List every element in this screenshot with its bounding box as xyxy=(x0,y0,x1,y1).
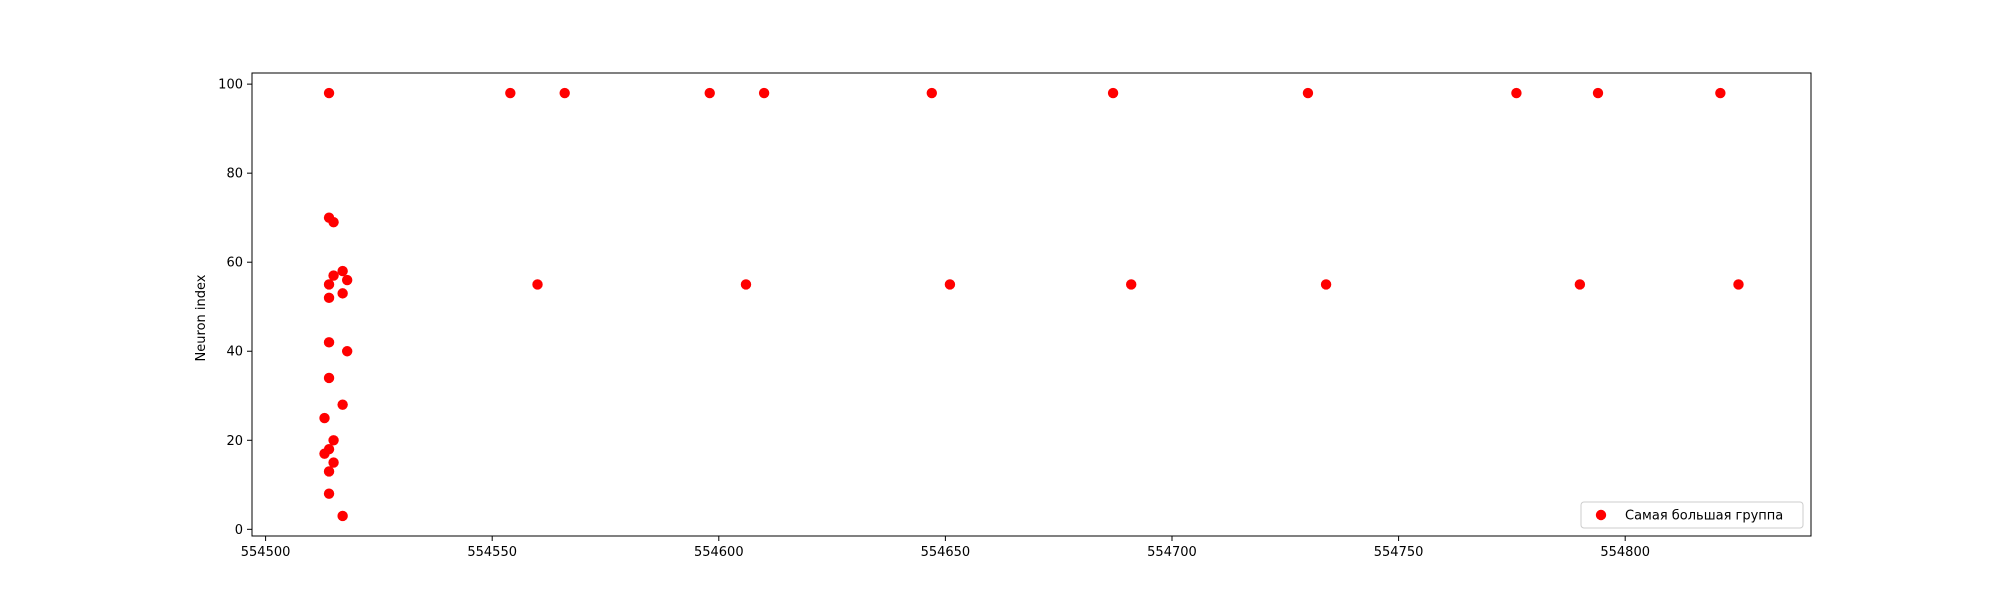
data-point xyxy=(323,466,335,477)
x-tick-label: 554500 xyxy=(241,545,291,560)
data-point xyxy=(328,435,339,446)
data-point xyxy=(1574,279,1586,290)
data-point xyxy=(532,279,543,290)
data-point xyxy=(1511,87,1522,99)
data-point xyxy=(559,87,570,99)
y-axis-label: Neuron index xyxy=(194,274,209,361)
y-tick-label: 80 xyxy=(226,167,243,182)
x-tick-label: 554750 xyxy=(1374,545,1424,560)
y-tick-label: 60 xyxy=(226,256,243,271)
y-tick-label: 20 xyxy=(226,434,243,449)
x-tick-label: 554700 xyxy=(1147,545,1197,560)
data-point xyxy=(341,346,353,357)
x-tick-label: 554550 xyxy=(467,545,517,560)
legend-label: Самая большая группа xyxy=(1625,509,1783,524)
legend: Самая большая группа xyxy=(1580,501,1804,529)
data-point xyxy=(337,265,348,277)
data-point xyxy=(758,87,770,99)
data-point xyxy=(926,87,937,99)
data-point xyxy=(1320,279,1332,290)
data-point xyxy=(1592,87,1604,99)
data-point xyxy=(337,399,348,410)
data-point xyxy=(319,412,330,424)
data-point xyxy=(704,87,715,99)
data-point xyxy=(328,270,339,281)
data-points xyxy=(319,87,1744,522)
data-point xyxy=(1733,279,1744,290)
axes: 554500 554550 554600 554650 554700 554750 5548… xyxy=(218,72,1812,560)
legend-box xyxy=(1580,501,1804,529)
data-point xyxy=(323,292,335,304)
y-tick-label: 40 xyxy=(226,345,243,360)
data-point xyxy=(1302,87,1314,99)
data-point xyxy=(1126,279,1137,290)
data-point xyxy=(337,510,348,522)
data-point xyxy=(323,337,335,348)
data-point xyxy=(323,87,335,99)
plot-background xyxy=(252,73,1811,536)
y-tick-label: 100 xyxy=(218,78,243,93)
x-tick-label: 554650 xyxy=(921,545,971,560)
data-point xyxy=(341,274,353,286)
data-point xyxy=(323,279,335,290)
legend-marker xyxy=(1595,509,1607,521)
data-point xyxy=(740,279,752,290)
data-point xyxy=(328,457,339,468)
x-tick-label: 554800 xyxy=(1600,545,1650,560)
data-point xyxy=(323,488,335,499)
data-point xyxy=(1715,87,1726,99)
data-point xyxy=(328,216,339,228)
data-point xyxy=(337,288,348,299)
data-point xyxy=(505,87,516,99)
data-point xyxy=(944,279,956,290)
data-point xyxy=(323,372,335,384)
data-point xyxy=(1107,87,1119,99)
x-tick-label: 554600 xyxy=(694,545,744,560)
data-point xyxy=(319,448,330,459)
y-tick-label: 0 xyxy=(235,523,243,538)
plot-area xyxy=(252,73,1811,536)
plot-frame xyxy=(251,72,1812,537)
